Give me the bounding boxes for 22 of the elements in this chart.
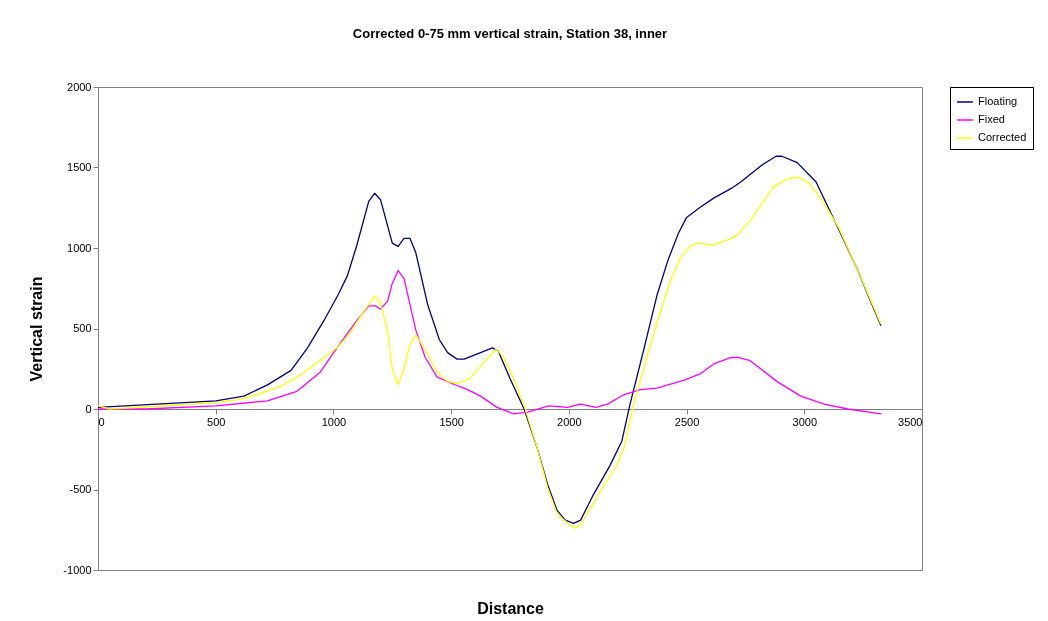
y-tick-label: -500 xyxy=(69,483,92,495)
y-axis-title: Vertical strain xyxy=(28,276,46,382)
y-tick-label: 500 xyxy=(73,322,92,334)
x-tick-label: 3500 xyxy=(898,415,923,428)
y-tick-label: 1500 xyxy=(67,161,92,173)
x-tick-label: 2000 xyxy=(557,415,582,428)
legend-label: Fixed xyxy=(978,113,1005,125)
x-tick-label: 1000 xyxy=(321,415,347,428)
y-tick-label: 1000 xyxy=(67,241,92,254)
x-tick-label: 500 xyxy=(207,415,226,428)
x-tick-label: 1500 xyxy=(439,415,464,428)
x-tick-label: 0 xyxy=(98,415,105,428)
x-axis-title: Distance xyxy=(477,599,544,617)
legend-label: Corrected xyxy=(978,131,1027,143)
y-tick-label: -1000 xyxy=(63,563,92,576)
y-tick-label: 0 xyxy=(85,402,92,415)
x-tick-label: 2500 xyxy=(674,415,700,428)
chart-title: Corrected 0-75 mm vertical strain, Station 38, inner xyxy=(352,26,668,41)
x-tick-label: 3000 xyxy=(792,415,818,428)
legend-label: Floating xyxy=(978,95,1018,107)
line-series xyxy=(98,269,882,415)
y-tick-label: 2000 xyxy=(67,80,92,93)
